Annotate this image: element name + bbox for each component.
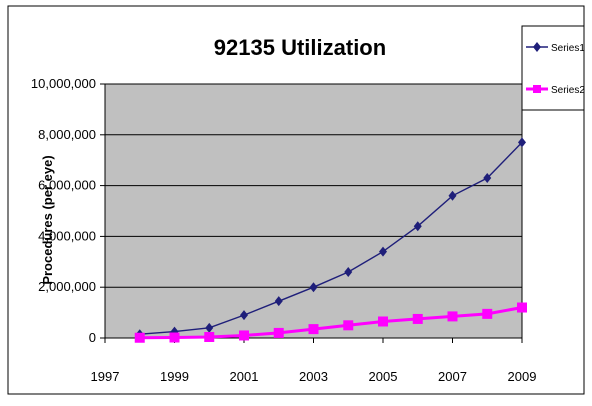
series-2-point xyxy=(517,302,527,313)
series-2-point xyxy=(273,327,284,338)
y-tick-label: 8,000,000 xyxy=(38,127,96,142)
y-tick-label: 0 xyxy=(89,330,96,345)
y-tick-label: 2,000,000 xyxy=(38,279,96,294)
series-1-point xyxy=(379,246,387,257)
series-1-point xyxy=(448,190,457,201)
x-tick-label: 2005 xyxy=(369,369,398,384)
legend: Series1 Series2 xyxy=(521,25,585,111)
series-1-line xyxy=(139,141,523,335)
y-tick-label: 6,000,000 xyxy=(38,178,96,193)
legend-marker-2 xyxy=(533,85,541,93)
series-2-line xyxy=(139,306,523,340)
series-2-point xyxy=(169,332,180,343)
x-tick-label: 2001 xyxy=(230,369,259,384)
series-2-point xyxy=(239,330,249,341)
series-2-point xyxy=(308,324,319,335)
x-tick-label: 1997 xyxy=(91,369,120,384)
series-2-point xyxy=(204,331,215,342)
series-1-point xyxy=(274,296,283,307)
y-tick-label: 4,000,000 xyxy=(38,228,96,243)
series-1-point xyxy=(413,221,422,232)
series-1-point xyxy=(483,172,492,183)
series-2-point xyxy=(134,332,145,343)
plot-area: 0 2,000,000 4,000,000 6,000,000 8,000,000 10,… xyxy=(31,76,537,384)
plot-background xyxy=(104,83,523,339)
y-axis-label: Procedures (per eye) xyxy=(40,155,55,284)
x-tick-label: 1999 xyxy=(160,369,189,384)
series-2-point xyxy=(482,308,493,319)
legend-marker-1 xyxy=(533,42,541,52)
chart-title: 92135 Utilization xyxy=(214,35,386,60)
series-2-point xyxy=(343,320,354,331)
legend-label-1: Series1 xyxy=(551,43,585,54)
x-tick-label: 2009 xyxy=(508,369,537,384)
series-1-point xyxy=(309,282,318,293)
legend-label-2: Series2 xyxy=(551,85,585,96)
y-tick-label: 10,000,000 xyxy=(31,76,96,91)
series-1-point xyxy=(205,322,214,333)
x-tick-label: 2007 xyxy=(438,369,467,384)
x-tick-label: 2003 xyxy=(299,369,328,384)
legend-box xyxy=(521,25,585,111)
series-1-point xyxy=(240,310,248,321)
series-2-point xyxy=(378,316,388,327)
series-1-point xyxy=(518,137,526,148)
series-2-point xyxy=(447,311,458,322)
series-1-point xyxy=(344,266,353,277)
series-2-point xyxy=(412,313,423,324)
